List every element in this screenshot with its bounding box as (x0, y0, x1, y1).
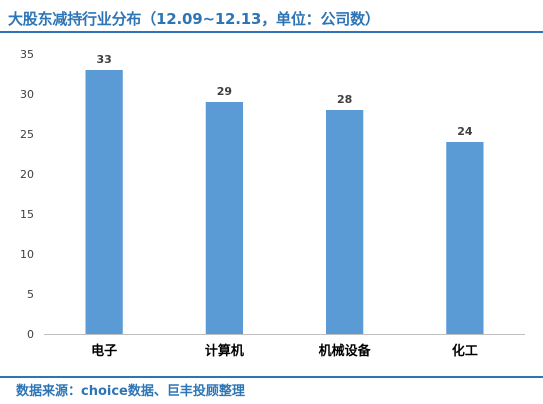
x-axis: 电子 计算机 机械设备 化工 (44, 334, 525, 359)
data-label: 33 (96, 53, 111, 66)
bar (205, 102, 244, 334)
chart-title: 大股东减持行业分布（12.09~12.13，单位：公司数） (8, 10, 380, 28)
y-tick-label: 15 (20, 208, 34, 221)
bar (325, 110, 364, 334)
x-category-label: 化工 (452, 343, 478, 359)
x-category-label: 计算机 (205, 343, 244, 359)
source-note: 数据来源：choice数据、巨丰投顾整理 (16, 384, 245, 399)
source-divider (0, 376, 543, 378)
data-label: 24 (457, 125, 473, 138)
y-tick-label: 10 (20, 248, 34, 261)
bar (446, 142, 484, 334)
x-category-label: 电子 (91, 343, 117, 359)
data-label: 28 (337, 93, 352, 106)
y-tick-label: 0 (27, 328, 34, 341)
y-tick-label: 30 (20, 88, 34, 101)
bar (85, 70, 123, 334)
y-tick-label: 5 (27, 288, 34, 301)
title-divider (0, 31, 543, 33)
bar-series: 33 29 28 24 (85, 53, 484, 334)
y-axis: 0 5 10 15 20 25 30 35 (20, 48, 34, 341)
y-tick-label: 25 (20, 128, 34, 141)
data-label: 29 (217, 85, 232, 98)
x-category-label: 机械设备 (319, 343, 372, 359)
y-tick-label: 20 (20, 168, 34, 181)
y-tick-label: 35 (20, 48, 34, 61)
